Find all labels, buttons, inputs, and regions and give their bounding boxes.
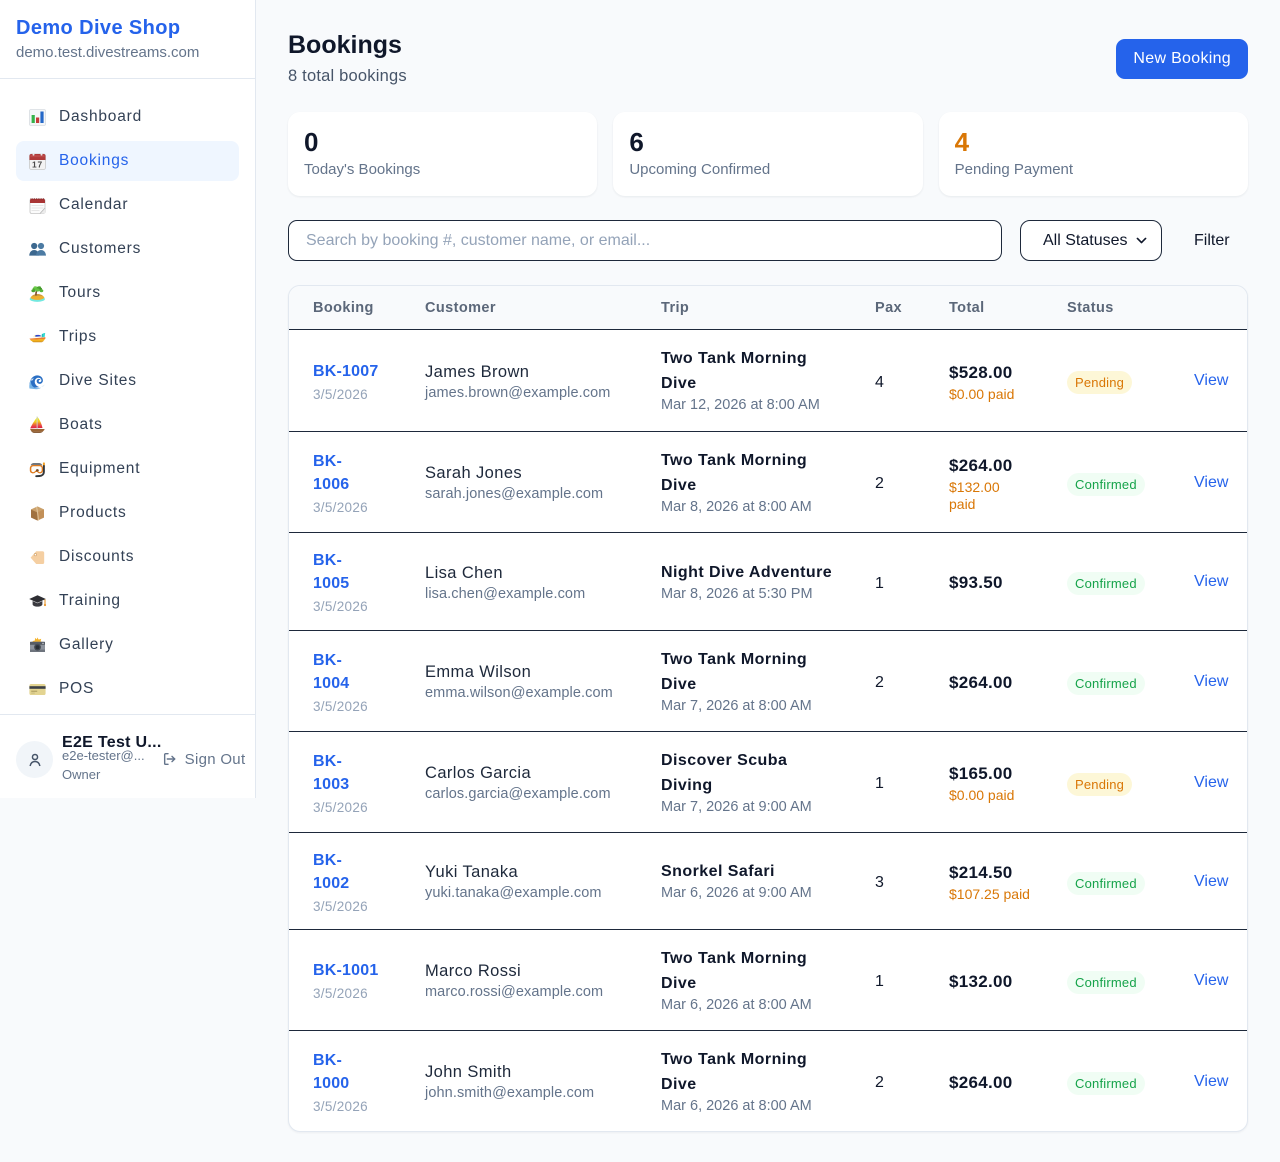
svg-text:17: 17 (32, 159, 43, 169)
